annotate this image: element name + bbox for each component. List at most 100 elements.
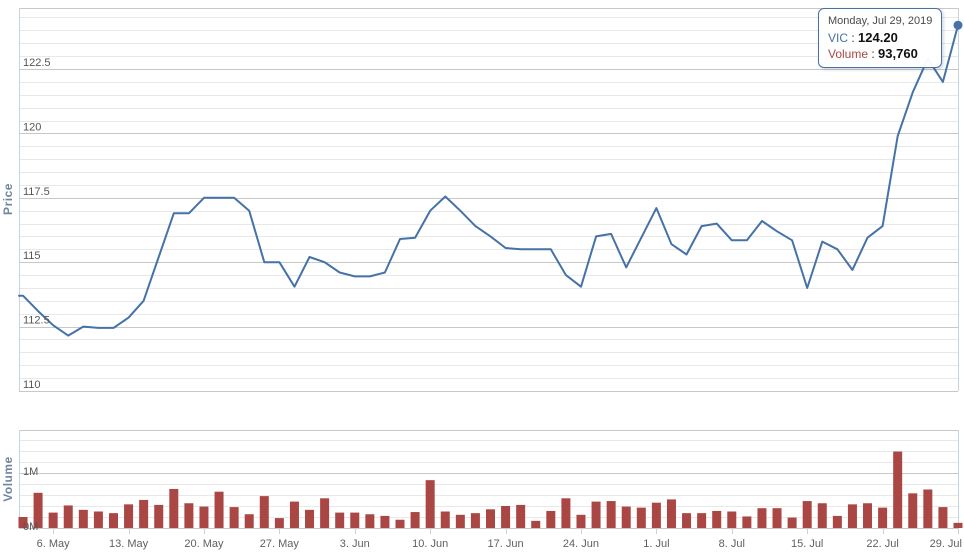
volume-bar[interactable] [908,493,918,528]
volume-bar[interactable] [787,517,797,528]
volume-bar[interactable] [682,513,692,528]
volume-bar[interactable] [350,512,360,528]
volume-bar[interactable] [847,504,857,528]
volume-bar[interactable] [697,513,707,528]
volume-bar[interactable] [772,508,782,528]
volume-bar[interactable] [78,509,88,528]
volume-bar[interactable] [802,501,812,528]
date-tick-label: 15. Jul [791,538,823,550]
volume-bar[interactable] [591,501,601,528]
volume-bar[interactable] [169,488,179,528]
tooltip-separator: : [868,47,879,61]
axis-lines [19,8,959,534]
volume-tick-label: 1M [23,466,38,478]
date-tick-label: 17. Jun [488,538,524,550]
price-line-group [18,20,963,337]
volume-bar[interactable] [33,492,43,528]
volume-bar[interactable] [108,513,118,528]
volume-bar[interactable] [817,503,827,528]
volume-bar[interactable] [380,515,390,528]
grid-major-lines [19,8,958,529]
date-tick-label: 3. Jun [340,538,370,550]
date-tick-label: 20. May [184,538,224,550]
volume-bar[interactable] [48,512,58,528]
price-line[interactable] [18,24,959,337]
volume-bar[interactable] [651,502,661,528]
date-tick-label: 29. Jul [930,538,962,550]
date-tick-label: 8. Jul [719,538,745,550]
volume-bar[interactable] [742,516,752,528]
tooltip-price-value: 124.20 [858,30,898,45]
volume-bar[interactable] [893,451,903,528]
volume-bar[interactable] [93,511,103,529]
price-axis-title: Price [1,183,15,215]
axis-labels: 110 112.5 115 117.5 120 122.5 0M 1M 6. May 13. Ma… [23,57,962,550]
volume-bar[interactable] [335,512,345,528]
hover-point-marker[interactable] [953,20,963,30]
volume-bar[interactable] [727,511,737,529]
date-tick-label: 13. May [109,538,149,550]
volume-bar[interactable] [63,505,73,528]
date-tick-label: 10. Jun [412,538,448,550]
date-tick-label: 1. Jul [643,538,669,550]
volume-bar[interactable] [878,507,888,528]
volume-bar[interactable] [440,511,450,529]
date-tick-label: 6. May [37,538,71,550]
volume-bar[interactable] [365,514,375,528]
volume-bar[interactable] [636,507,646,528]
volume-bar[interactable] [606,501,616,528]
volume-bar[interactable] [320,498,330,528]
volume-bar[interactable] [516,504,526,528]
volume-bar[interactable] [259,496,269,528]
grid-minor-lines [19,17,958,518]
date-tick-label: 27. May [260,538,300,550]
volume-bar[interactable] [832,515,842,528]
volume-bar[interactable] [923,489,933,529]
volume-bar[interactable] [501,506,511,528]
volume-bar[interactable] [531,520,541,528]
volume-bar[interactable] [214,491,224,528]
volume-bars [18,451,963,529]
volume-bar[interactable] [425,480,435,528]
volume-bar[interactable] [666,499,676,528]
volume-bar[interactable] [244,514,254,528]
volume-bar[interactable] [139,499,149,528]
volume-bar[interactable] [938,507,948,528]
volume-bar[interactable] [305,509,315,528]
volume-bar[interactable] [953,522,963,528]
volume-bar[interactable] [712,510,722,528]
volume-bar[interactable] [546,510,556,528]
volume-bar[interactable] [395,519,405,528]
volume-bar[interactable] [184,503,194,528]
tooltip-series-label: VIC [828,31,849,45]
volume-bar[interactable] [410,512,420,528]
volume-bar[interactable] [561,498,571,528]
volume-bar[interactable] [621,506,631,528]
volume-bar[interactable] [289,501,299,528]
volume-bar[interactable] [470,513,480,528]
volume-bar[interactable] [124,504,134,528]
volume-bar[interactable] [455,514,465,528]
date-tick-label: 22. Jul [866,538,898,550]
volume-bar[interactable] [863,503,873,528]
volume-bar[interactable] [154,504,164,528]
tooltip-volume-row: Volume : 93,760 [828,46,932,62]
tooltip-separator: : [848,31,859,45]
volume-bar[interactable] [757,508,767,528]
tooltip-date: Monday, Jul 29, 2019 [828,15,933,27]
volume-axis-title: Volume [1,456,15,502]
volume-bar[interactable] [229,507,239,528]
price-tick-label: 122.5 [23,57,51,69]
tooltip-volume-label: Volume [828,47,869,61]
tooltip-price-row: VIC : 124.20 [828,30,932,46]
tooltip-volume-value: 93,760 [878,46,918,61]
volume-bar[interactable] [576,514,586,528]
volume-tick-label: 0M [23,521,38,533]
volume-bar[interactable] [486,509,495,528]
volume-bar[interactable] [18,517,28,528]
volume-bar[interactable] [199,506,209,528]
price-tick-label: 112.5 [23,315,50,327]
volume-bar[interactable] [274,518,284,528]
